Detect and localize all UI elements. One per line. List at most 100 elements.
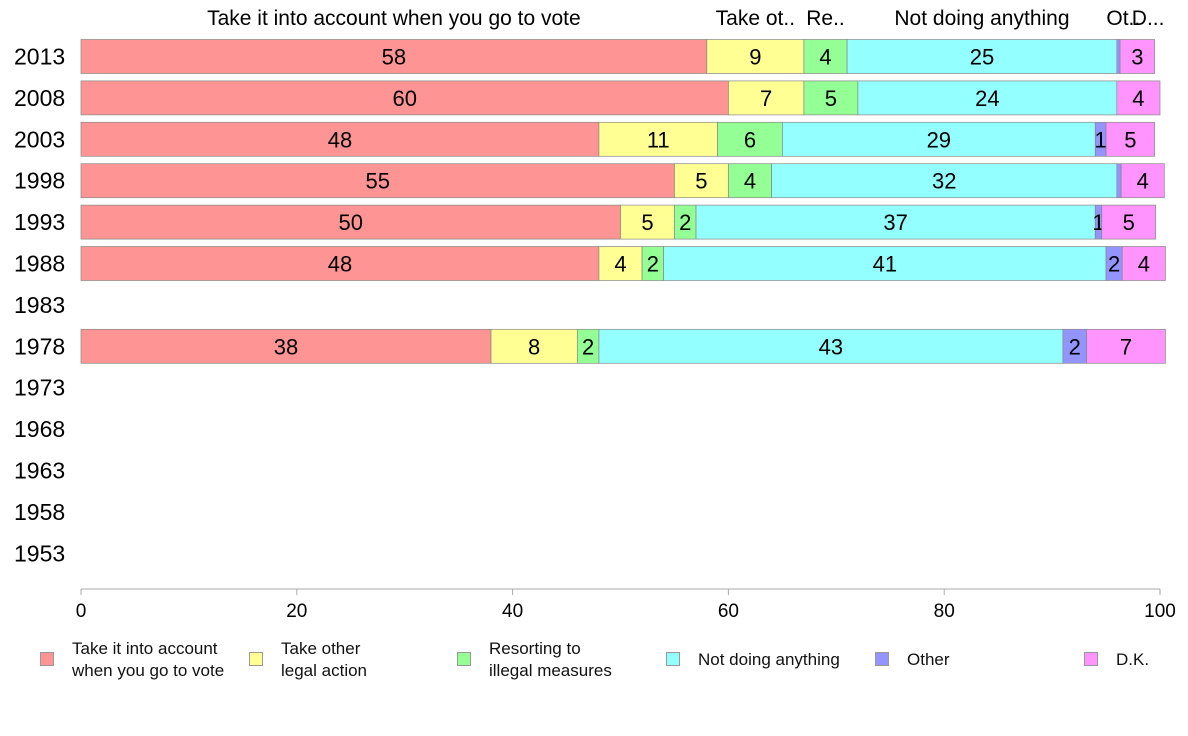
data-label: 37 <box>883 210 907 235</box>
x-tick-label: 40 <box>502 601 523 622</box>
data-label: 3 <box>1131 45 1143 70</box>
data-label: 7 <box>760 86 772 111</box>
data-label: 5 <box>641 210 653 235</box>
y-tick-label: 2008 <box>14 85 65 111</box>
legend-swatch-vote <box>40 652 54 666</box>
y-tick-label: 1998 <box>14 168 65 194</box>
bar-segment <box>771 163 1118 199</box>
bar-segment <box>728 163 772 199</box>
data-label: 48 <box>328 127 352 152</box>
bar-segment <box>80 80 729 116</box>
data-label: 6 <box>744 127 756 152</box>
top-series-label: Not doing anything <box>894 7 1069 30</box>
legend-swatch-dk <box>1084 652 1098 666</box>
bar-segment <box>803 80 859 116</box>
bar-segment <box>1121 246 1166 281</box>
data-label: 50 <box>339 210 363 235</box>
bar-segment <box>857 80 1118 116</box>
data-label: 29 <box>927 127 951 152</box>
data-label: 11 <box>647 127 670 152</box>
data-label: 7 <box>1120 334 1132 359</box>
bar-segment <box>80 39 708 74</box>
legend-item-vote: Take it into account when you go to vote <box>40 638 224 682</box>
legend-label-other: Other <box>907 650 950 669</box>
data-label: 4 <box>1137 169 1149 194</box>
legend-item-nothing: Not doing anything <box>666 638 840 671</box>
y-tick-label: 1973 <box>14 375 65 401</box>
bar-segment <box>598 246 643 281</box>
legend: Take it into account when you go to vote… <box>0 638 1188 698</box>
data-label: 48 <box>328 252 352 277</box>
bar-segment <box>80 328 492 364</box>
y-tick-label: 2003 <box>14 126 65 152</box>
data-label: 5 <box>1123 210 1135 235</box>
y-tick-label: 1983 <box>14 292 65 318</box>
bar-segment <box>620 204 675 240</box>
legend-swatch-illegal <box>457 652 471 666</box>
data-label: 2 <box>1069 334 1081 359</box>
bar-segment <box>706 39 805 74</box>
bar-segment <box>1116 39 1121 74</box>
data-label: 5 <box>825 86 837 111</box>
legend-swatch-legal-action <box>249 652 263 666</box>
data-label: 4 <box>1138 252 1150 277</box>
data-label: 5 <box>695 169 707 194</box>
y-tick-label: 1963 <box>14 458 65 484</box>
bar-segment <box>1101 204 1157 240</box>
legend-swatch-other <box>875 652 889 666</box>
data-label: 1 <box>1095 127 1107 152</box>
data-label: 43 <box>819 334 843 359</box>
bar-segment <box>1119 39 1155 74</box>
bar-segment <box>803 39 848 74</box>
data-label: 24 <box>975 86 999 111</box>
legend-swatch-nothing <box>666 652 680 666</box>
x-tick-label: 0 <box>76 601 87 622</box>
bar-segment <box>846 39 1118 74</box>
x-tick-label: 60 <box>718 601 739 622</box>
y-tick-label: 2013 <box>14 44 65 70</box>
data-label: 4 <box>614 252 626 277</box>
data-label: 2 <box>679 210 691 235</box>
legend-item-dk: D.K. <box>1084 638 1149 671</box>
top-series-label: Ot.. <box>1106 7 1140 30</box>
top-series-label: D... <box>1132 7 1165 30</box>
data-label: 2 <box>582 334 594 359</box>
data-label: 4 <box>744 169 756 194</box>
data-label: 8 <box>528 334 540 359</box>
legend-label-dk: D.K. <box>1116 650 1150 669</box>
bar-segment <box>1120 163 1165 199</box>
data-label: 2 <box>1108 252 1120 277</box>
bar-segment <box>598 328 1064 364</box>
data-label: 5 <box>1124 127 1136 152</box>
bar-segment <box>695 204 1096 240</box>
data-label: 60 <box>392 86 416 111</box>
data-label: 25 <box>970 45 994 70</box>
y-tick-label: 1958 <box>14 499 65 525</box>
bar-segment <box>490 328 578 364</box>
top-series-label: Re.. <box>806 7 845 30</box>
bar-segment <box>1086 328 1166 364</box>
legend-label-nothing: Not doing anything <box>698 650 840 669</box>
data-label: 9 <box>749 45 761 70</box>
legend-label-vote: Take it into account when you go to vote <box>72 639 225 680</box>
data-label: 2 <box>647 252 659 277</box>
y-tick-label: 1968 <box>14 416 65 442</box>
data-label: 38 <box>274 334 298 359</box>
y-tick-label: 1988 <box>14 251 65 277</box>
data-label: 58 <box>382 45 406 70</box>
bar-segment <box>1116 80 1161 116</box>
bar-segment <box>598 121 718 157</box>
bar-segment <box>1116 163 1122 199</box>
legend-item-legal-action: Take other legal action <box>249 638 367 682</box>
data-label: 41 <box>873 252 897 277</box>
bar-segment <box>781 121 1096 157</box>
bar-segment <box>717 121 783 157</box>
bar-segment <box>80 246 600 281</box>
bar-segment <box>663 246 1107 281</box>
x-tick-label: 20 <box>286 601 307 622</box>
top-series-label: Take it into account when you go to vote <box>207 7 581 30</box>
y-tick-label: 1978 <box>14 333 65 359</box>
data-label: 4 <box>819 45 831 70</box>
legend-item-illegal: Resorting to illegal measures <box>457 638 612 682</box>
